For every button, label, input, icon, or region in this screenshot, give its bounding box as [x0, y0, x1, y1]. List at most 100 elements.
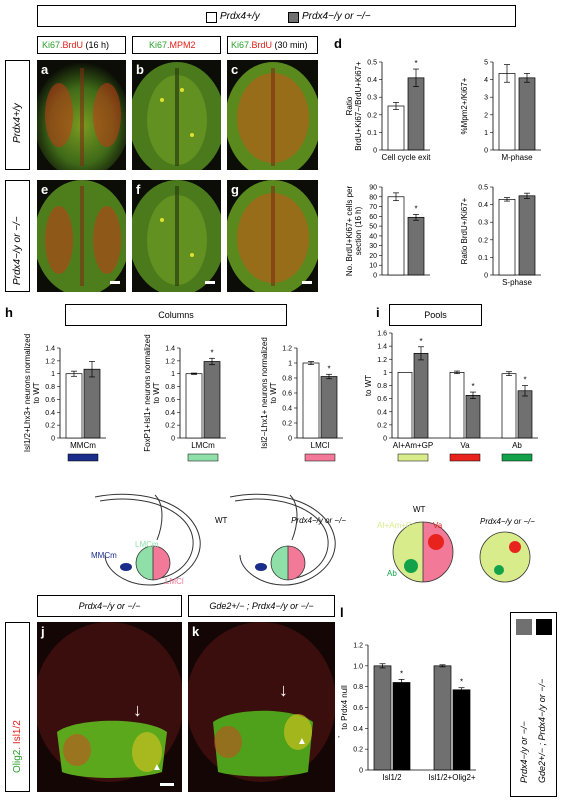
arrow-icon: ↓	[133, 700, 142, 720]
header-b-red: .MPM2	[167, 40, 196, 50]
category-color-swatch	[501, 453, 533, 462]
y-tick-label: 50	[369, 224, 377, 231]
bar	[413, 352, 429, 439]
row-label-wt-box: Prdx4+/y	[5, 60, 30, 170]
category-label: M-phase	[501, 153, 533, 162]
y-tick-label: 0.6	[45, 397, 55, 404]
micrograph-f: f	[132, 180, 221, 292]
scale-bar	[110, 281, 120, 284]
significance-star: *	[471, 382, 474, 391]
y-tick-label: 0.4	[282, 406, 292, 413]
header-a-green: Ki67	[42, 40, 61, 50]
bar	[387, 105, 405, 151]
side-label-red: . Isl1/2	[12, 720, 23, 750]
bar	[465, 394, 481, 439]
bar	[387, 196, 405, 276]
side-label-green: Olig2	[12, 749, 23, 773]
y-tick-label: 0.6	[282, 391, 292, 398]
bar	[452, 689, 471, 771]
significance-star: *	[523, 376, 526, 385]
side-label-jk-box: Olig2. Isl1/2	[5, 622, 30, 792]
legend-grey-swatch	[516, 619, 532, 635]
pools-title-box: Pools	[389, 304, 482, 326]
category-label: Isl1/2	[382, 773, 402, 782]
legend-mut-swatch	[288, 12, 299, 23]
panel-letter-i: i	[376, 305, 380, 320]
y-tick-label: 10	[369, 263, 377, 270]
y-tick-label: 70	[369, 204, 377, 211]
chart-cell-cycle-exit: 0 0.1 0.2 0.3 0.4 0.5 RatioBrdU+Ki67−/BrdU+Ki6…	[345, 59, 432, 162]
y-tick-label: 0.6	[377, 396, 387, 403]
chart-mmcm: 0 0.2 0.4 0.6 0.8 1 1.2 1.4 Isl1/2+Lhx3+ neurons…	[23, 334, 106, 462]
significance-star: *	[414, 59, 417, 68]
header-b-green: Ki67	[149, 40, 168, 50]
y-tick-label: 1.2	[353, 643, 363, 650]
columns-title: Columns	[158, 310, 194, 320]
legend-wt-label: Prdx4+/y	[220, 11, 260, 22]
y-tick-label: 0.8	[282, 376, 292, 383]
y-tick-label: 0.5	[478, 185, 488, 192]
y-axis-label: Isl1/2+Lhx3+ neurons normalizedto WT	[23, 334, 41, 452]
y-tick-label: 0.3	[367, 95, 377, 102]
legend-wt-swatch	[206, 12, 217, 23]
header-c-red: .BrdU	[249, 40, 273, 50]
panel-letter-b: b	[136, 62, 144, 77]
header-b: Ki67.MPM2	[132, 36, 221, 54]
category-color-swatch	[67, 453, 99, 462]
schematic-columns: WT LMCm MMCm LMCl Prdx4−/y or −/−	[91, 493, 346, 586]
panel-letter-j: j	[41, 624, 45, 639]
micrograph-k: k ↓ ▲	[188, 622, 335, 792]
bar	[449, 372, 465, 439]
bar	[518, 77, 536, 151]
y-tick-label: 0.4	[478, 202, 488, 209]
y-axis-label: Motor neurons normalizedto WT	[362, 339, 373, 432]
y-tick-label: 1	[51, 371, 55, 378]
y-tick-label: 5	[484, 60, 488, 67]
y-axis-label: No. BrdU+Ki67+ cells persection (16 h)	[345, 186, 363, 277]
bar	[373, 665, 392, 771]
category-color-swatch	[397, 453, 429, 462]
significance-star: *	[414, 204, 417, 213]
scale-bar	[302, 281, 312, 284]
y-tick-label: 1	[171, 371, 175, 378]
y-tick-label: 0.4	[45, 410, 55, 417]
y-tick-label: 0.6	[165, 397, 175, 404]
y-tick-label: 0	[373, 273, 377, 280]
y-tick-label: 80	[369, 194, 377, 201]
micrograph-a: a	[37, 60, 126, 170]
bar	[518, 195, 536, 276]
schematic-i-wt: WT	[413, 505, 426, 514]
y-tick-label: 0	[484, 273, 488, 280]
y-tick-label: 20	[369, 253, 377, 260]
side-label-jk: Olig2. Isl1/2	[12, 720, 23, 773]
label-lmcl: LMCl	[165, 577, 184, 586]
y-tick-label: 1	[288, 361, 292, 368]
y-tick-label: 40	[369, 233, 377, 240]
y-tick-label: 0.4	[165, 410, 175, 417]
arrowhead-icon: ▲	[152, 762, 162, 773]
category-label: Cell cycle exit	[382, 153, 432, 162]
panel-letter-l: l	[340, 605, 344, 620]
label-mmcm: MMCm	[91, 551, 117, 560]
legend-mut-label: Prdx4−/y or −/−	[302, 11, 371, 22]
y-tick-label: 0.2	[478, 237, 488, 244]
y-tick-label: 1	[484, 130, 488, 137]
y-tick-label: 1.4	[45, 346, 55, 353]
header-k: Gde2+/− ; Prdx4−/y or −/−	[188, 595, 335, 617]
legend-black-swatch	[536, 619, 552, 635]
y-tick-label: 0	[171, 436, 175, 443]
y-tick-label: 1.4	[377, 344, 387, 351]
y-tick-label: 0.1	[478, 255, 488, 262]
y-tick-label: 1	[383, 370, 387, 377]
chart-motor-pools: 0 0.2 0.4 0.6 0.8 1 1.2 1.4 1.6 Motor neurons nor…	[362, 331, 538, 462]
category-label: MMCm	[70, 441, 96, 450]
chart-prdx4-null-normalized: 0 0.2 0.4 0.6 0.8 1.0 1.2 Cells per section nor…	[338, 643, 476, 782]
schematic-i-mut: Prdx4−/y or −/−	[480, 517, 535, 526]
header-a-red: .BrdU	[60, 40, 84, 50]
category-label: AI+Am+GP	[393, 441, 433, 450]
y-tick-label: 1.4	[165, 346, 175, 353]
panel-letter-h: h	[5, 305, 13, 320]
significance-star: *	[400, 669, 403, 678]
significance-star: *	[460, 678, 463, 687]
y-tick-label: 0.4	[367, 77, 377, 84]
